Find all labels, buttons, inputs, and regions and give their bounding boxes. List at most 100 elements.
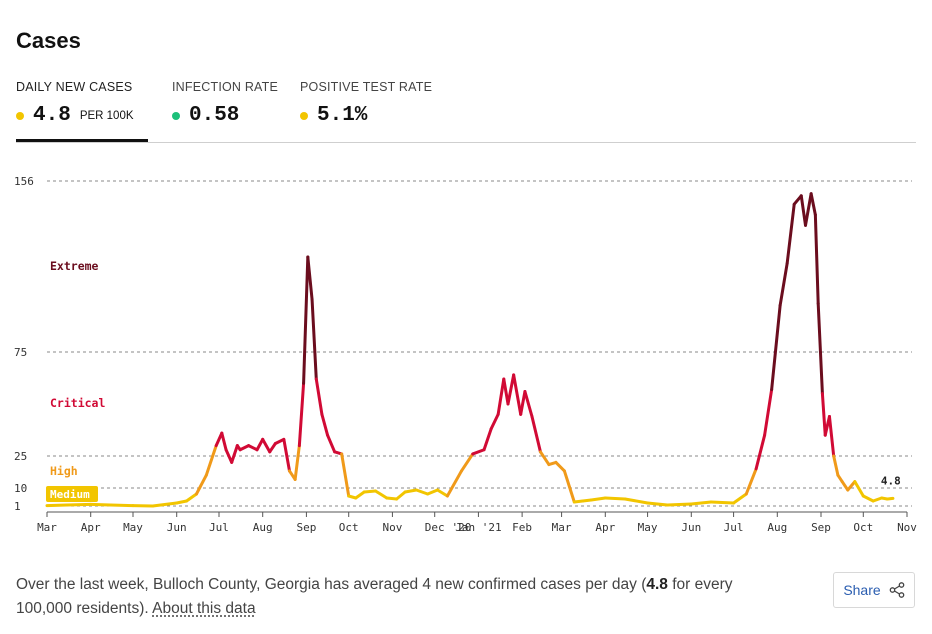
- series-segment: [314, 377, 324, 416]
- series-segment: [744, 467, 758, 496]
- series-segment: [489, 412, 500, 431]
- x-tick-label: Sep: [296, 521, 316, 534]
- series-segment: [496, 377, 506, 416]
- share-label: Share: [843, 582, 881, 598]
- zone-label-extreme: Extreme: [50, 259, 99, 273]
- series-segment: [562, 469, 576, 504]
- series-segment: [320, 412, 330, 437]
- x-tick-label: Aug: [767, 521, 787, 534]
- series-segment: [665, 502, 693, 507]
- x-tick-label: Jun: [167, 521, 187, 534]
- tab-value: 0.58: [189, 104, 240, 127]
- section-title: Cases: [16, 28, 81, 53]
- series-segment: [261, 437, 272, 454]
- series-segment: [471, 448, 486, 456]
- y-tick-label: 1: [14, 500, 21, 513]
- series-segment: [885, 496, 895, 501]
- series-segment: [362, 489, 377, 494]
- tab-value: 5.1%: [317, 104, 368, 127]
- summary-bold-value: 4.8: [646, 576, 668, 593]
- cases-chart: 1 10 25 75 156 Mar Apr May Jun Jul Aug Sep Oct Nov Dec…: [14, 175, 917, 534]
- x-tick-label: Jul: [724, 521, 744, 534]
- series-segment: [763, 387, 774, 437]
- series-segment: [530, 414, 542, 454]
- series-segment: [45, 503, 69, 508]
- x-tick-label: Sep: [811, 521, 831, 534]
- zone-label-critical: Critical: [50, 396, 105, 410]
- series-segment: [268, 442, 277, 454]
- x-tick-label: Mar: [552, 521, 572, 534]
- series-segment: [813, 213, 820, 305]
- series-segment: [827, 414, 836, 458]
- x-tick-label: May: [638, 521, 658, 534]
- x-tick-label: Apr: [595, 521, 615, 534]
- series-segment: [519, 390, 527, 416]
- series-segment: [282, 437, 291, 473]
- x-tick-label: Aug: [253, 521, 273, 534]
- series-segment: [185, 492, 198, 503]
- series-segment: [293, 444, 301, 481]
- series-segment: [436, 488, 449, 498]
- series-segment: [861, 494, 875, 503]
- series-segment: [459, 452, 475, 473]
- series-segment: [297, 381, 306, 448]
- x-tick-label: Oct: [339, 521, 359, 534]
- tab-unit: PER 100K: [79, 109, 134, 122]
- series-segment: [523, 390, 534, 418]
- series-segment: [302, 255, 310, 385]
- series-segment: [770, 304, 782, 391]
- summary-before: Over the last week, Bulloch County, Geor…: [16, 576, 647, 593]
- summary-after: for every 100,000 residents).: [16, 576, 733, 617]
- series-segment: [603, 496, 627, 501]
- series-segment: [778, 261, 789, 308]
- series-segment: [273, 437, 286, 446]
- x-tick-label: Feb: [512, 521, 532, 534]
- x-tick-label: Apr: [81, 521, 101, 534]
- share-button[interactable]: Share: [833, 572, 915, 608]
- series-segment: [238, 444, 251, 452]
- status-dot: [16, 111, 24, 120]
- zone-label-bg: [46, 486, 98, 502]
- series-segment: [224, 448, 234, 464]
- series-segment: [646, 501, 669, 507]
- tab-positive-test-rate[interactable]: POSITIVE TEST RATE 5.1%: [300, 80, 432, 127]
- tab-value: 4.8: [33, 104, 71, 127]
- series-segment: [385, 496, 399, 501]
- series-segment: [623, 497, 650, 505]
- series-segment: [175, 499, 189, 505]
- series-segment: [754, 433, 767, 471]
- x-tick-label: May: [123, 521, 143, 534]
- series-segment: [816, 301, 824, 396]
- x-tick-label: Jun: [681, 521, 701, 534]
- series-segment: [426, 488, 440, 496]
- x-tick-label: Oct: [853, 521, 873, 534]
- status-dot: [172, 111, 180, 120]
- series-segment: [340, 452, 351, 498]
- y-tick-label: 25: [14, 450, 27, 463]
- series-segment: [803, 192, 813, 227]
- series-segment: [482, 427, 493, 452]
- series-segment: [247, 444, 259, 452]
- series-segment: [732, 492, 748, 505]
- series-segment: [589, 496, 607, 502]
- series-segment: [785, 202, 796, 265]
- series-segment: [445, 469, 463, 498]
- metric-tabs: DAILY NEW CASES 4.8 PER 100K INFECTION R…: [16, 80, 916, 143]
- series-segment: [310, 297, 318, 381]
- series-segment: [832, 454, 840, 477]
- share-icon: [889, 582, 905, 598]
- series-segment: [326, 433, 337, 454]
- series-segment: [414, 488, 430, 496]
- tab-label: POSITIVE TEST RATE: [300, 80, 433, 94]
- series-segment: [820, 392, 827, 437]
- series-segment: [373, 489, 389, 500]
- about-data-link[interactable]: About this data: [152, 600, 256, 617]
- series-segment: [395, 490, 407, 501]
- x-tick-label: Mar: [37, 521, 57, 534]
- series-segment: [194, 473, 208, 496]
- tab-daily-new-cases[interactable]: DAILY NEW CASES 4.8 PER 100K: [16, 80, 148, 142]
- series-segment: [204, 444, 218, 477]
- series-segment: [846, 480, 857, 492]
- tab-infection-rate[interactable]: INFECTION RATE 0.58: [172, 80, 278, 127]
- zone-label-high: High: [50, 464, 78, 478]
